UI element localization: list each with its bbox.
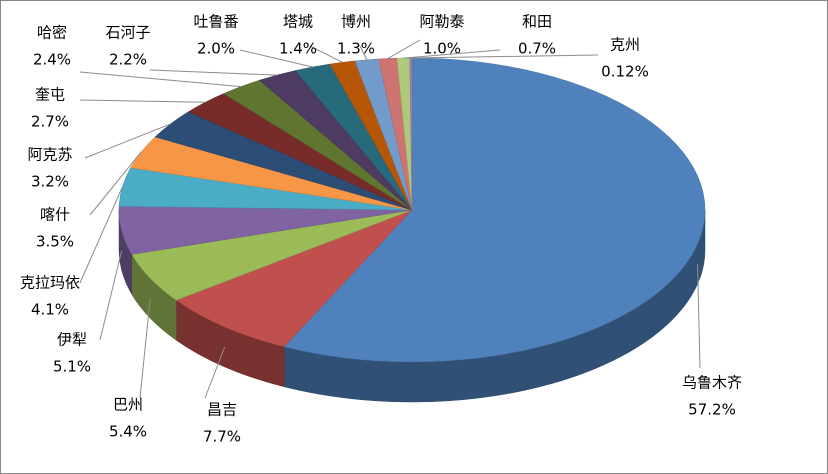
category-label: 和田: [522, 13, 552, 31]
leader-line: [139, 298, 151, 399]
value-label: 1.3%: [337, 40, 375, 58]
leader-line: [359, 45, 368, 61]
leader-line: [89, 151, 142, 216]
category-label: 哈密: [37, 24, 67, 42]
value-label: 0.7%: [518, 40, 556, 58]
value-label: 1.4%: [279, 40, 317, 58]
category-label: 伊犁: [57, 331, 87, 349]
leader-line: [387, 39, 421, 59]
leader-line: [697, 264, 701, 369]
category-label: 奎屯: [35, 86, 65, 104]
category-label: 克州: [610, 36, 640, 54]
pie-sides: [118, 209, 706, 403]
value-label: 0.12%: [601, 63, 649, 81]
category-label: 昌吉: [207, 401, 237, 419]
leader-line: [309, 45, 343, 63]
category-label: 石河子: [105, 24, 150, 42]
leader-line: [410, 54, 599, 59]
value-label: 2.7%: [31, 113, 69, 131]
value-label: 3.5%: [36, 233, 74, 251]
leader-line: [239, 49, 313, 68]
pie-tops: [118, 57, 706, 363]
value-label: 7.7%: [203, 428, 241, 446]
leader-line: [79, 186, 123, 284]
leader-line: [79, 99, 206, 103]
value-label: 2.0%: [197, 40, 235, 58]
category-label: 阿克苏: [27, 146, 72, 164]
category-label: 喀什: [40, 206, 70, 224]
leader-line: [84, 123, 171, 159]
leader-line: [204, 346, 226, 399]
value-label: 3.2%: [31, 173, 69, 191]
labels: 乌鲁木齐 57.2% 昌吉 7.7% 巴州 5.4% 伊犁 5.1% 克拉玛依 4.1% 喀什 3.5…: [20, 13, 742, 446]
category-label: 阿勒泰: [419, 13, 464, 31]
slice: [283, 57, 706, 363]
category-label: 乌鲁木齐: [682, 374, 742, 392]
leader-line: [79, 71, 242, 88]
value-label: 5.4%: [109, 423, 147, 441]
value-label: 57.2%: [688, 401, 736, 419]
category-label: 博州: [341, 13, 371, 31]
category-label: 克拉玛依: [20, 274, 80, 292]
leader-line: [149, 69, 278, 76]
slice: [175, 209, 413, 348]
value-label: 1.0%: [423, 40, 461, 58]
value-label: 4.1%: [31, 301, 69, 319]
category-label: 巴州: [113, 396, 143, 414]
category-label: 吐鲁番: [193, 13, 238, 31]
value-label: 2.2%: [109, 51, 147, 69]
leader-line: [99, 250, 123, 341]
value-label: 5.1%: [53, 358, 91, 376]
value-label: 2.4%: [33, 51, 71, 69]
leader-line: [403, 49, 501, 59]
category-label: 塔城: [283, 13, 313, 31]
